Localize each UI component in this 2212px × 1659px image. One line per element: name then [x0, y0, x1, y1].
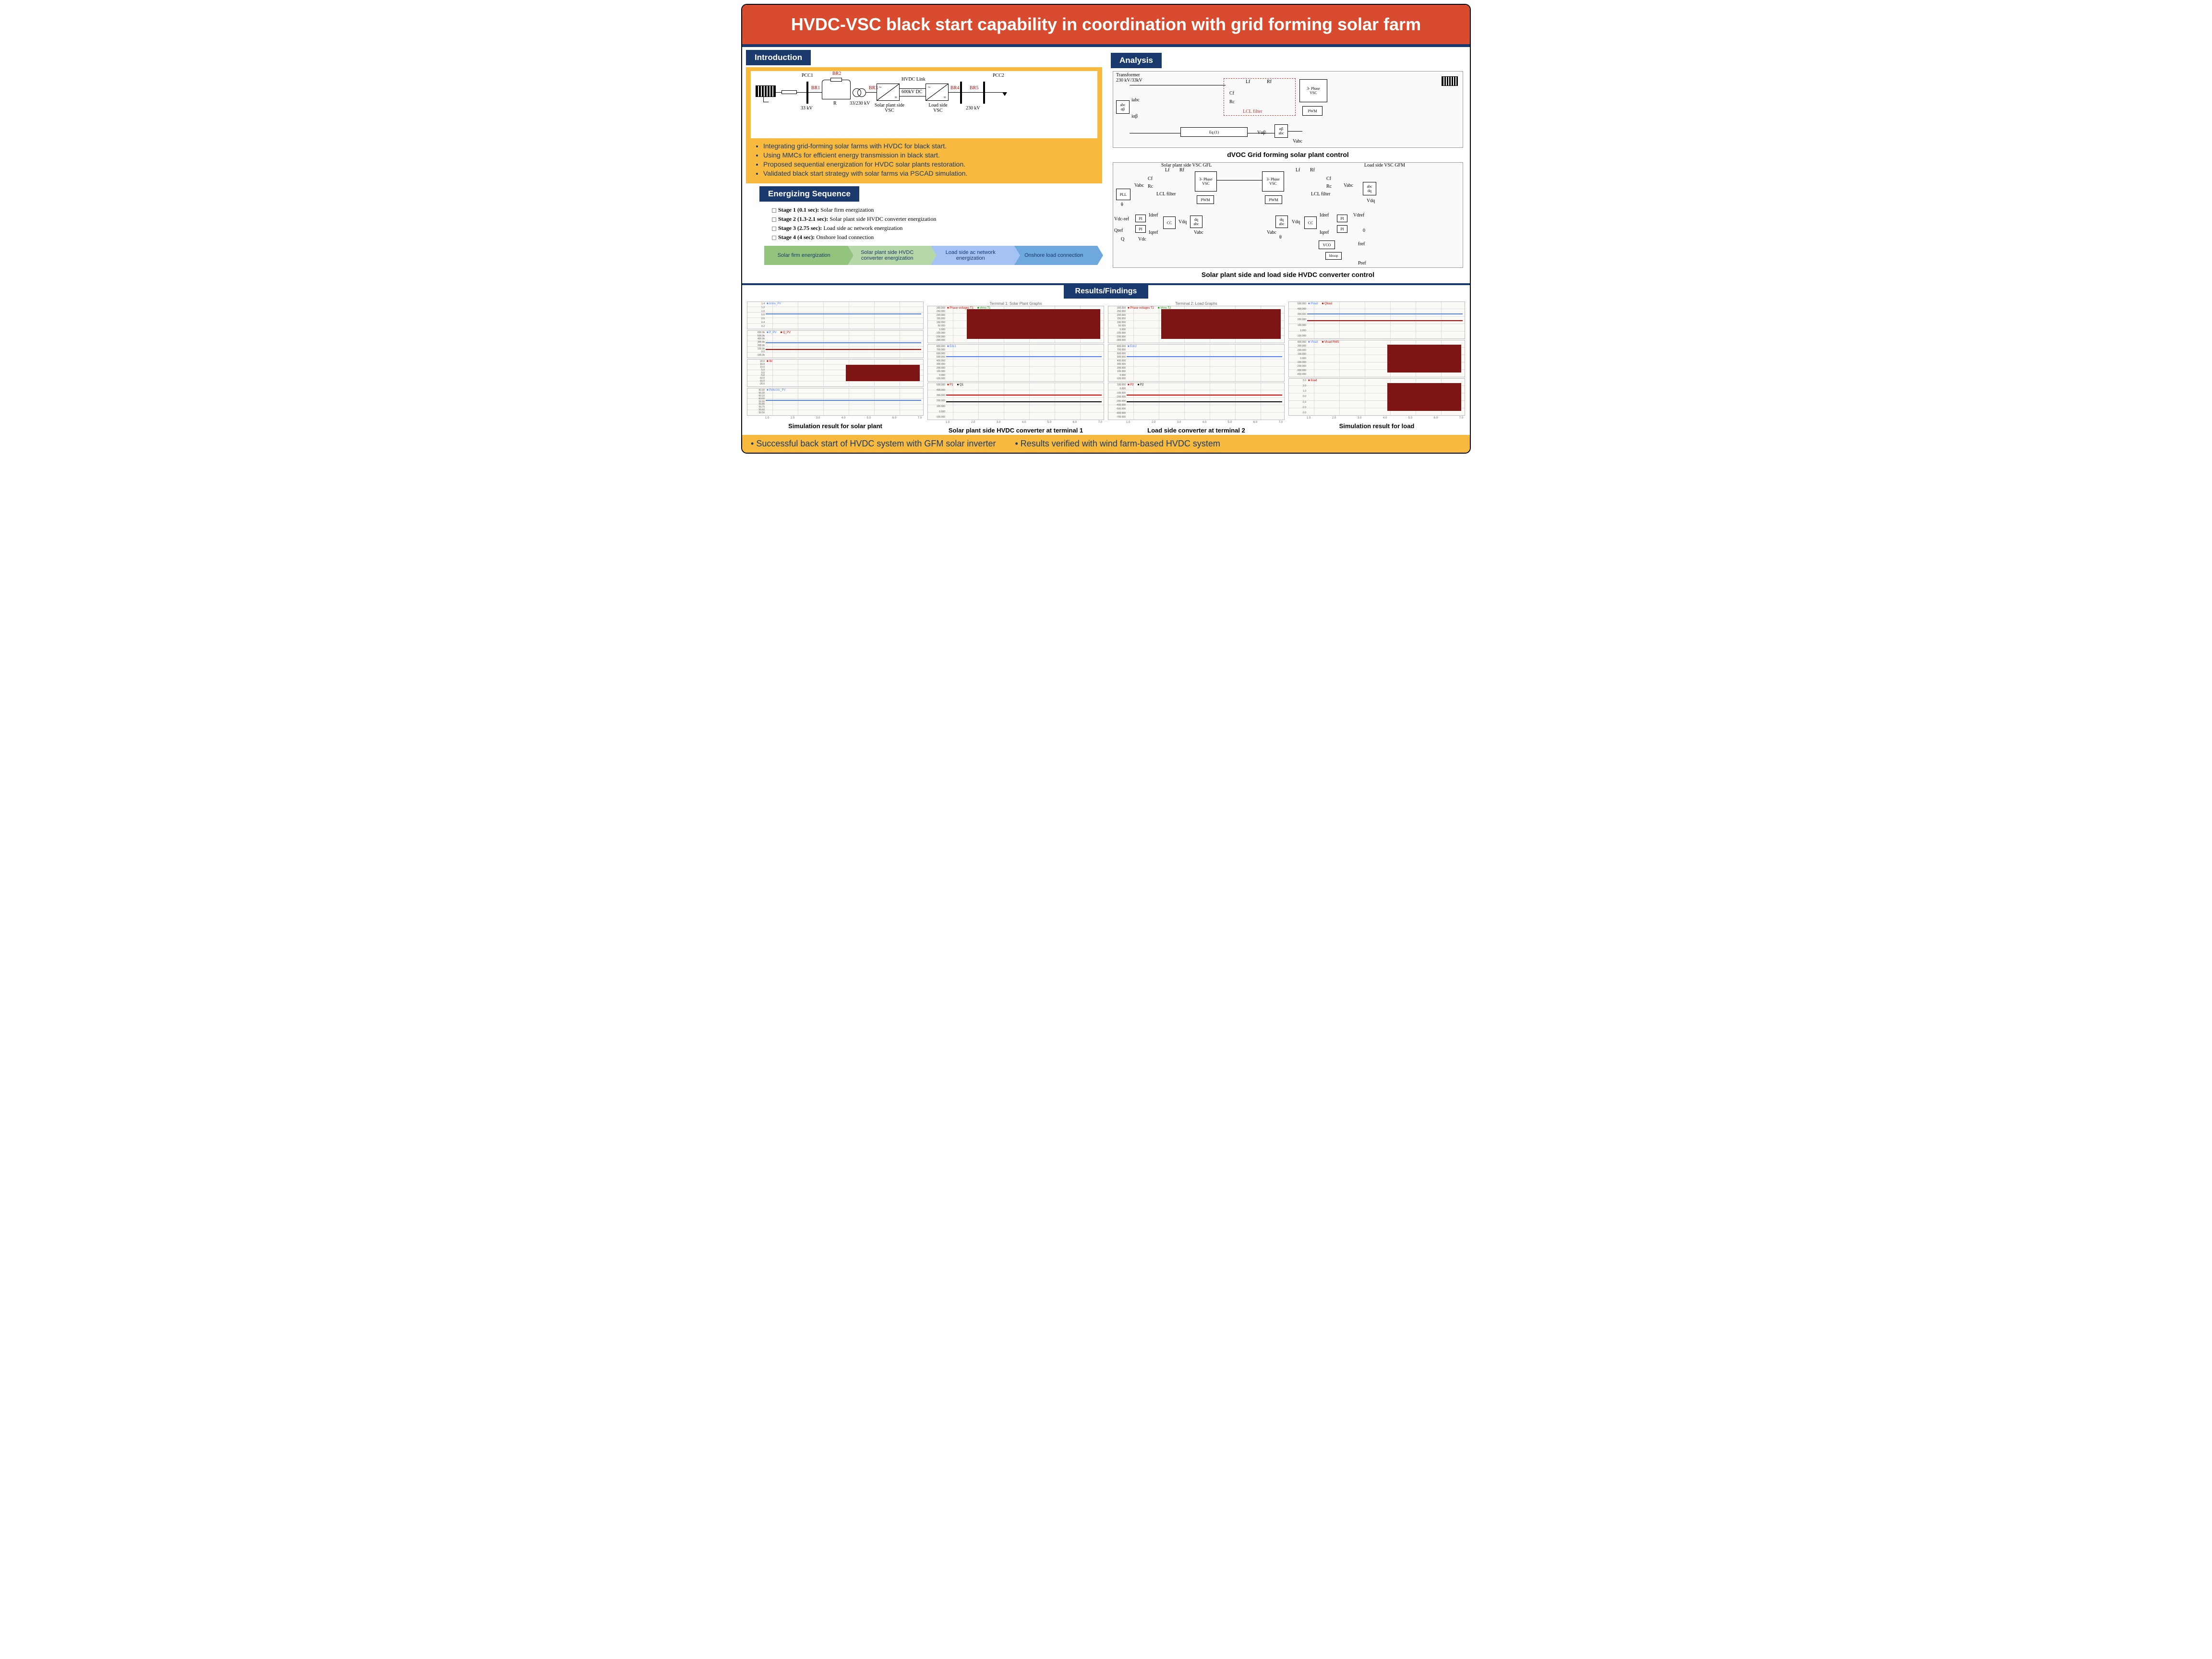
lbl-br1: BR1: [811, 85, 820, 91]
lbl-ls: Load side VSC: [924, 103, 952, 113]
arrow-2: Solar plant side HVDC converter energiza…: [848, 246, 931, 265]
chart: 100.0000.000-100.000-200.000-300.000-400…: [1108, 383, 1285, 420]
poster-root: HVDC-VSC black start capability in coord…: [741, 4, 1471, 454]
chart: 60.3060.2060.1060.0059.9059.8059.7059.60…: [747, 388, 924, 416]
chart: 1.41.21.00.80.60.40.2Irrms_PV: [747, 301, 924, 329]
chart: 300.000250.000200.000150.000100.00050.00…: [1108, 306, 1285, 343]
chart: 800.000700.000600.000500.000400.000300.0…: [927, 344, 1104, 382]
lbl-pcc2: PCC2: [993, 73, 1004, 78]
intro-bullets: Integrating grid-forming solar farms wit…: [751, 142, 1097, 177]
upper-region: Introduction PCC1 33 kV BR1 BR2: [742, 47, 1470, 285]
chart: 3.02.01.00.0-1.0-2.0-3.0Iload: [1288, 378, 1465, 416]
chart: 500.000400.000300.000200.000100.0000.000…: [1288, 301, 1465, 339]
intro-label: Introduction: [746, 50, 811, 65]
chart: 400.000300.000200.000100.0000.000-100.00…: [1288, 340, 1465, 377]
intro-box: PCC1 33 kV BR1 BR2 R 33/230 kV BR3 ~= So…: [746, 67, 1102, 183]
dvoc-diagram: Transformer 230 kV/33kV abc αβ iabc iαβ …: [1113, 71, 1463, 148]
energizing-label: Energizing Sequence: [759, 186, 859, 202]
converter-caption: Solar plant side and load side HVDC conv…: [1111, 271, 1465, 278]
intro-bullet: Validated black start strategy with sola…: [763, 169, 1097, 177]
dvoc-caption: dVOC Grid forming solar plant control: [1111, 151, 1465, 158]
sequence-arrows: Solar firm energization Solar plant side…: [764, 246, 1097, 265]
sps-vsc-icon: ~=: [877, 84, 900, 101]
solar-panel-icon: [756, 85, 776, 100]
lbl-r: R: [833, 101, 837, 106]
chart: 600.0k500.0k400.0k300.0k200.0k100.0k0.0-…: [747, 330, 924, 358]
result-caption: Simulation result for load: [1288, 422, 1465, 430]
result-caption: Solar plant side HVDC converter at termi…: [927, 427, 1104, 434]
transformer-icon: [853, 88, 866, 97]
stage-item: Stage 2 (1.3-2.1 sec): Solar plant side …: [772, 216, 1097, 223]
intro-bullet: Integrating grid-forming solar farms wit…: [763, 142, 1097, 150]
result-col: Terminal 1: Solar Plant Graphs300.000250…: [927, 301, 1104, 434]
chart: 300.000250.000200.000150.000100.00050.00…: [927, 306, 1104, 343]
result-col: 500.000400.000300.000200.000100.0000.000…: [1288, 301, 1465, 434]
footer-item: Successful back start of HVDC system wit…: [751, 439, 996, 449]
results-row: 1.41.21.00.80.60.40.2Irrms_PV600.0k500.0…: [742, 299, 1470, 435]
results-label: Results/Findings: [742, 284, 1470, 299]
analysis-label: Analysis: [1111, 53, 1162, 68]
bus-pcc1: [806, 82, 808, 104]
chart: 500.000400.000300.000200.000100.0000.000…: [927, 383, 1104, 420]
lbl-sps: Solar plant side VSC: [873, 103, 906, 113]
result-caption: Simulation result for solar plant: [747, 422, 924, 430]
chart: 20.015.010.05.00.0-5.0-10.0-15.0-20.0Ibr: [747, 359, 924, 387]
stage-item: Stage 1 (0.1 sec): Solar firm energizati…: [772, 206, 1097, 214]
left-column: Introduction PCC1 33 kV BR1 BR2: [742, 47, 1106, 283]
arrow-4: Onshore load connection: [1014, 246, 1098, 265]
lbl-br4: BR4: [950, 85, 959, 91]
lbl-dc: 600kV DC: [902, 89, 922, 95]
right-column: Analysis Transformer 230 kV/33kV abc αβ …: [1106, 47, 1470, 283]
intro-bullet: Proposed sequential energization for HVD…: [763, 160, 1097, 168]
stage-item: Stage 4 (4 sec): Onshore load connection: [772, 234, 1097, 241]
lbl-br2: BR2: [832, 71, 841, 76]
arrow-1: Solar firm energization: [764, 246, 848, 265]
footer-findings: Successful back start of HVDC system wit…: [742, 435, 1470, 453]
system-schematic: PCC1 33 kV BR1 BR2 R 33/230 kV BR3 ~= So…: [751, 71, 1097, 138]
result-caption: Load side converter at terminal 2: [1108, 427, 1285, 434]
lbl-230kv: 230 kV: [966, 106, 980, 111]
lbl-br5: BR5: [970, 85, 978, 91]
arrow-3: Load side ac network energization: [931, 246, 1014, 265]
lbl-hvdc: HVDC Link: [902, 77, 926, 82]
ls-vsc-icon: ~=: [926, 84, 949, 101]
result-col: 1.41.21.00.80.60.40.2Irrms_PV600.0k500.0…: [747, 301, 924, 434]
poster-title: HVDC-VSC black start capability in coord…: [742, 5, 1470, 47]
lbl-33kv: 33 kV: [801, 106, 813, 111]
converter-control-diagram: Solar plant side VSC GFL Load side VSC G…: [1113, 162, 1463, 268]
footer-item: Results verified with wind farm-based HV…: [1015, 439, 1220, 449]
lbl-xfmr: 33/230 kV: [850, 101, 870, 106]
intro-bullet: Using MMCs for efficient energy transmis…: [763, 151, 1097, 159]
bus-pcc2: [960, 82, 962, 104]
stage-list: Stage 1 (0.1 sec): Solar firm energizati…: [772, 206, 1097, 241]
result-col: Terminal 2: Load Graphs300.000250.000200…: [1108, 301, 1285, 434]
stage-item: Stage 3 (2.75 sec): Load side ac network…: [772, 225, 1097, 232]
lbl-pcc1: PCC1: [802, 73, 813, 78]
energizing-box: Stage 1 (0.1 sec): Solar firm energizati…: [759, 202, 1102, 270]
chart: 800.000700.000600.000500.000400.000300.0…: [1108, 344, 1285, 382]
